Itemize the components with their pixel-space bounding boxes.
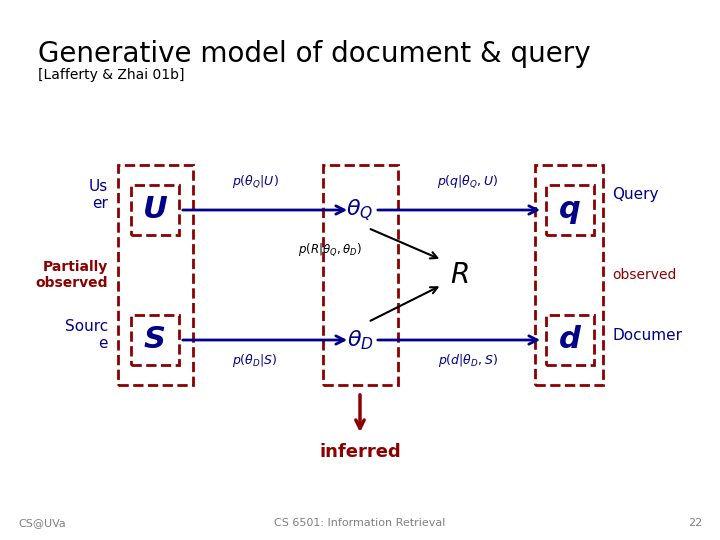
- Text: $\mathbf{\mathit{R}}$: $\mathbf{\mathit{R}}$: [450, 261, 469, 289]
- Text: q: q: [559, 195, 581, 225]
- Text: $p(d|\theta_D,S)$: $p(d|\theta_D,S)$: [438, 352, 498, 369]
- Text: Generative model of document & query: Generative model of document & query: [38, 40, 590, 68]
- Text: observed: observed: [612, 268, 676, 282]
- Bar: [535, 165, 603, 385]
- Text: $\theta_Q$: $\theta_Q$: [346, 197, 374, 222]
- Text: S: S: [144, 326, 166, 354]
- Text: U: U: [143, 195, 167, 225]
- Text: Documer: Documer: [612, 327, 682, 342]
- Text: Sourc
e: Sourc e: [65, 319, 108, 351]
- Text: $p(\theta_Q|U)$: $p(\theta_Q|U)$: [232, 173, 279, 190]
- Text: $\theta_D$: $\theta_D$: [346, 328, 374, 352]
- Text: Partially
observed: Partially observed: [35, 260, 108, 290]
- Text: $p(\theta_D|S)$: $p(\theta_D|S)$: [233, 352, 278, 369]
- Text: CS@UVa: CS@UVa: [18, 518, 66, 528]
- Text: inferred: inferred: [319, 443, 401, 461]
- Text: $p(q|\theta_Q,U)$: $p(q|\theta_Q,U)$: [437, 173, 499, 190]
- Text: $p(R|\theta_Q,\theta_D)$: $p(R|\theta_Q,\theta_D)$: [298, 241, 362, 258]
- Text: [Lafferty & Zhai 01b]: [Lafferty & Zhai 01b]: [38, 68, 184, 82]
- Text: Us
er: Us er: [89, 179, 108, 211]
- Bar: [131, 315, 179, 365]
- Bar: [131, 185, 179, 235]
- Bar: [323, 165, 398, 385]
- Bar: [546, 315, 594, 365]
- Text: Query: Query: [612, 187, 659, 202]
- Text: 22: 22: [688, 518, 702, 528]
- Bar: [118, 165, 193, 385]
- Bar: [546, 185, 594, 235]
- Text: CS 6501: Information Retrieval: CS 6501: Information Retrieval: [274, 518, 446, 528]
- Text: d: d: [559, 326, 581, 354]
